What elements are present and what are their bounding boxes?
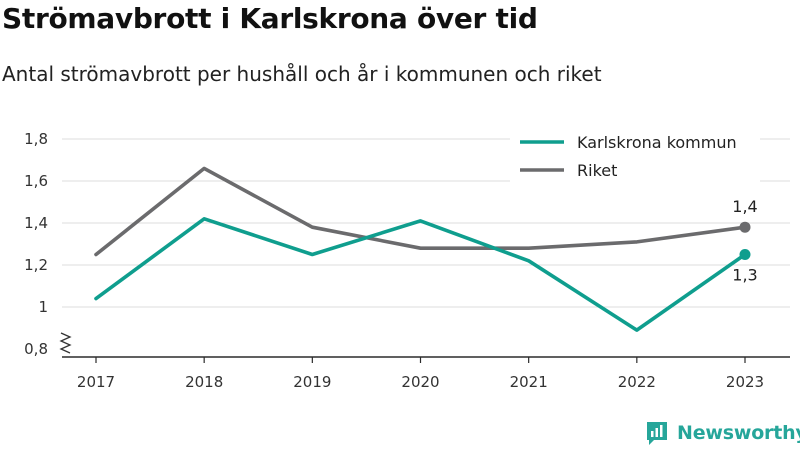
- x-tick-label: 2020: [401, 373, 439, 391]
- newsworthy-logo: Newsworthy: [645, 420, 800, 446]
- x-tick-label: 2017: [77, 373, 115, 391]
- newsworthy-logo-text: Newsworthy: [677, 422, 800, 444]
- x-axis-ticks: 2017 2018 2019 2020 2021 2022 2023: [77, 357, 764, 391]
- x-axis: [59, 332, 790, 358]
- chart-title: Strömavbrott i Karlskrona över tid: [2, 2, 538, 35]
- x-tick-label: 2018: [185, 373, 223, 391]
- end-value-label: 1,4: [732, 197, 757, 216]
- end-value-label: 1,3: [732, 266, 757, 285]
- legend-background: [510, 130, 760, 184]
- y-tick-label: 0,8: [24, 340, 48, 358]
- y-tick-label: 1,2: [24, 256, 48, 274]
- legend-label: Riket: [577, 161, 617, 180]
- line-chart: 0,8 1 1,2 1,4 1,6 1,8 2017 2018 2019 2020 2021 202…: [24, 130, 790, 391]
- chart-subtitle: Antal strömavbrott per hushåll och år i …: [2, 62, 602, 86]
- y-tick-label: 1: [38, 298, 48, 316]
- series-line-riket: [94, 166, 747, 257]
- series-line-karlskrona-kommun: [94, 217, 747, 332]
- x-tick-label: 2019: [293, 373, 331, 391]
- x-tick-label: 2022: [618, 373, 656, 391]
- x-tick-label: 2021: [510, 373, 548, 391]
- y-tick-label: 1,6: [24, 172, 48, 190]
- y-tick-label: 1,4: [24, 214, 48, 232]
- series-lines: 1,4 1,3: [94, 166, 758, 332]
- y-axis-ticks: 0,8 1 1,2 1,4 1,6 1,8: [24, 130, 48, 358]
- x-tick-label: 2023: [726, 373, 764, 391]
- axis-break-icon: [59, 332, 72, 354]
- legend: Karlskrona kommun Riket: [510, 130, 760, 184]
- end-point-riket: [739, 221, 751, 233]
- newsworthy-logo-icon: [647, 422, 667, 445]
- end-point-karlskrona-kommun: [739, 249, 751, 260]
- legend-label: Karlskrona kommun: [577, 133, 737, 152]
- y-tick-label: 1,8: [24, 130, 48, 148]
